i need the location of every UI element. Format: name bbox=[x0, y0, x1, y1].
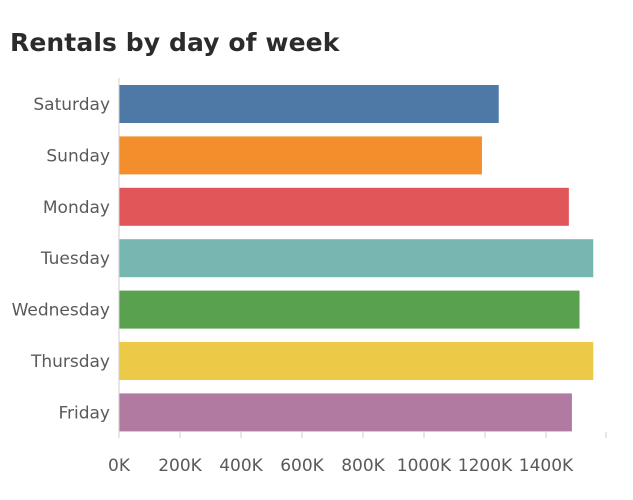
bar-thursday bbox=[119, 342, 594, 380]
bar-friday bbox=[119, 393, 572, 432]
x-tick-label: 400K bbox=[219, 456, 263, 476]
x-tick-label: 1000K bbox=[397, 456, 452, 476]
x-tick-label: 0K bbox=[108, 456, 131, 476]
chart-title: Rentals by day of week bbox=[10, 28, 340, 57]
x-axis: 0K 200K 400K 600K 800K 1000K 1200K 1400K bbox=[108, 78, 607, 476]
category-label-thursday: Thursday bbox=[30, 352, 110, 372]
bar-wednesday bbox=[119, 290, 580, 329]
x-tick-label: 800K bbox=[341, 456, 385, 476]
category-label-tuesday: Tuesday bbox=[40, 249, 110, 269]
x-tick-label: 1400K bbox=[519, 456, 574, 476]
bar-monday bbox=[119, 187, 569, 226]
category-label-friday: Friday bbox=[58, 403, 110, 423]
bar-sunday bbox=[119, 136, 482, 175]
category-label-monday: Monday bbox=[43, 198, 110, 218]
bars-group bbox=[119, 85, 594, 432]
category-label-saturday: Saturday bbox=[33, 95, 110, 115]
x-tick-label: 600K bbox=[280, 456, 324, 476]
bar-saturday bbox=[119, 85, 499, 123]
x-tick-label: 200K bbox=[158, 456, 202, 476]
x-tick-label: 1200K bbox=[458, 456, 513, 476]
category-label-wednesday: Wednesday bbox=[12, 301, 110, 321]
bar-tuesday bbox=[119, 239, 594, 278]
category-labels: Saturday Sunday Monday Tuesday Wednesday Thur… bbox=[12, 95, 110, 423]
category-label-sunday: Sunday bbox=[46, 146, 110, 166]
